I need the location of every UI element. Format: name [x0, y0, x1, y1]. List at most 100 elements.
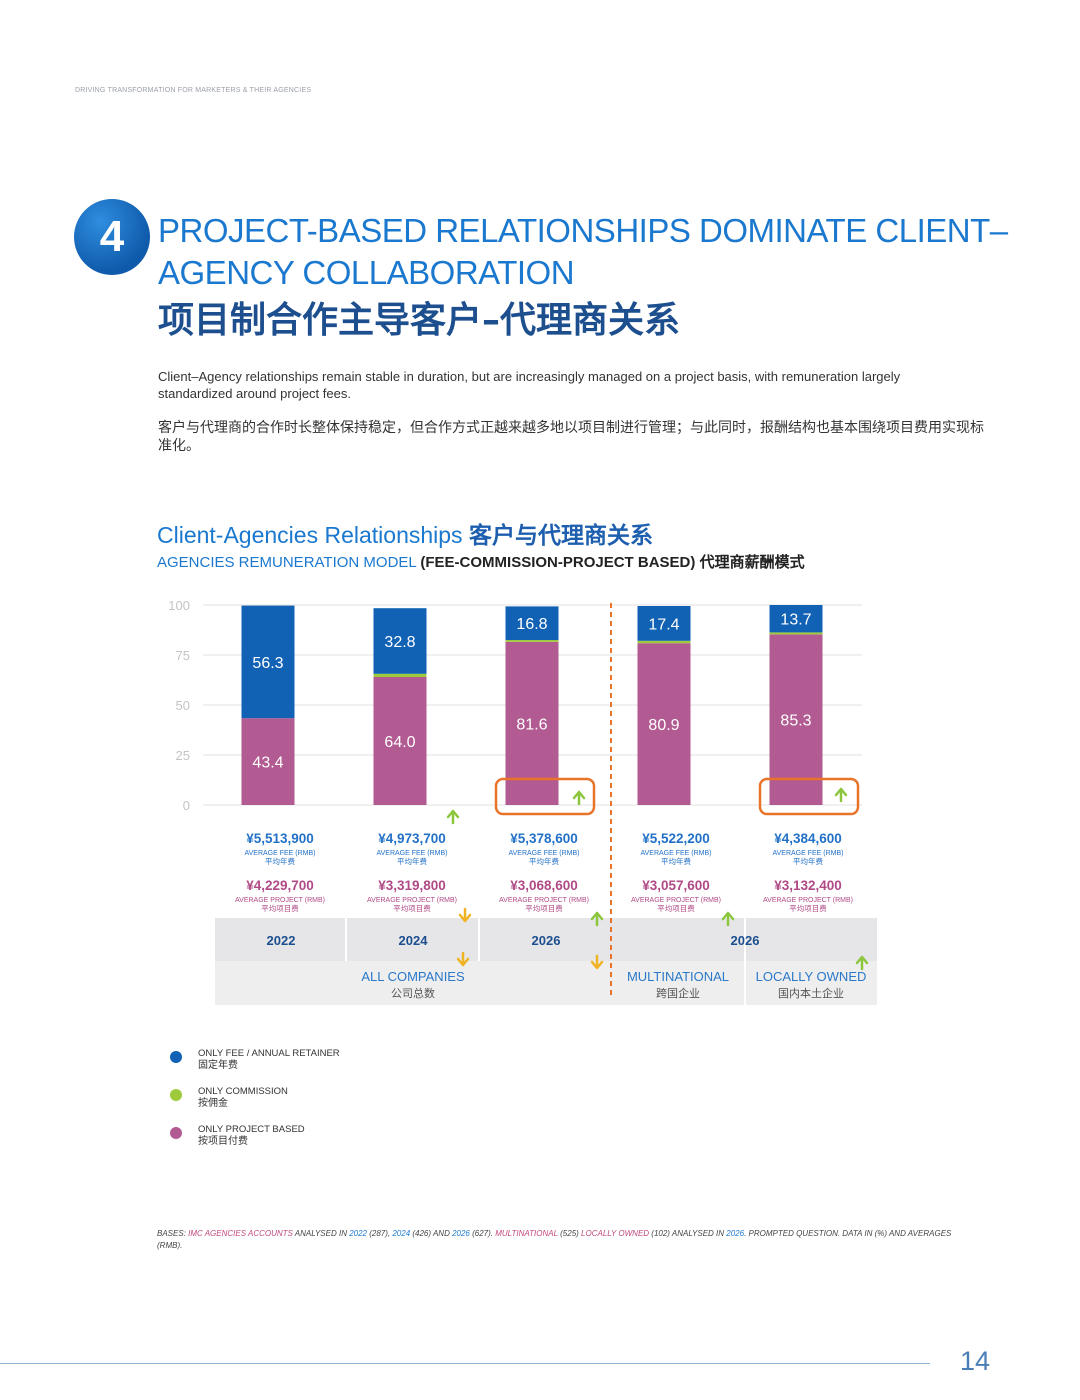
- bar-commission: [769, 632, 823, 635]
- bar-fee: [505, 606, 559, 640]
- bar-commission: [373, 673, 427, 677]
- average-fee-label: AVERAGE FEE (RMB): [772, 850, 843, 857]
- average-project-label: AVERAGE PROJECT (RMB): [631, 897, 721, 904]
- bar-fee: [373, 608, 427, 674]
- chart-subtitle: AGENCIES REMUNERATION MODEL (FEE-COMMISS…: [157, 551, 805, 572]
- y-tick-label: 75: [176, 648, 190, 663]
- average-fee-label-cn: 平均年费: [661, 856, 691, 866]
- average-fee-value: ¥5,522,200: [642, 831, 710, 846]
- average-fee-value: ¥4,973,700: [378, 831, 446, 846]
- average-project-value: ¥3,057,600: [642, 878, 710, 893]
- group-label-cn: 国内本土企业: [778, 986, 844, 1000]
- average-fee-value: ¥5,378,600: [510, 831, 578, 846]
- legend-dot-commission: [170, 1089, 182, 1101]
- bar-value-label: 16.8: [516, 616, 547, 633]
- y-tick-label: 100: [168, 598, 190, 613]
- year-label: 2026: [532, 933, 561, 948]
- average-project-label: AVERAGE PROJECT (RMB): [499, 897, 589, 904]
- bar-value-label: 80.9: [648, 717, 679, 734]
- footer-line: [0, 1363, 930, 1364]
- y-tick-label: 0: [183, 798, 190, 813]
- trend-up-arrow-icon: [590, 911, 604, 927]
- y-tick-label: 25: [176, 748, 190, 763]
- legend-label-fee: ONLY FEE / ANNUAL RETAINER 固定年费: [198, 1048, 340, 1071]
- running-header: DRIVING TRANSFORMATION FOR MARKETERS & T…: [75, 87, 312, 94]
- average-project-value: ¥3,068,600: [510, 878, 578, 893]
- page-number: 14: [960, 1346, 991, 1376]
- average-project-label-cn: 平均项目费: [393, 903, 431, 913]
- description-en: Client–Agency relationships remain stabl…: [158, 369, 901, 401]
- bar-value-label: 56.3: [252, 655, 283, 672]
- average-fee-label-cn: 平均年费: [793, 856, 823, 866]
- average-project-value: ¥4,229,700: [246, 878, 314, 893]
- bar-fee: [769, 605, 823, 633]
- chart-subtitle-model: AGENCIES REMUNERATION MODEL: [157, 554, 417, 571]
- bar-project: [769, 634, 823, 805]
- bar-value-label: 13.7: [780, 612, 811, 629]
- average-fee-value: ¥5,513,900: [246, 831, 314, 846]
- highlight-box: [758, 777, 860, 816]
- highlight-box: [494, 777, 596, 816]
- average-project-label-cn: 平均项目费: [789, 903, 827, 913]
- bar-project: [241, 718, 295, 805]
- trend-up-arrow-icon: [855, 955, 869, 971]
- group-label: MULTINATIONAL: [627, 969, 729, 984]
- average-project-value: ¥3,132,400: [774, 878, 842, 893]
- average-fee-label: AVERAGE FEE (RMB): [640, 850, 711, 857]
- chart-title-cn: 客户与代理商关系: [468, 523, 653, 549]
- bar-fee: [241, 605, 295, 719]
- average-fee-label: AVERAGE FEE (RMB): [508, 850, 579, 857]
- legend-label-commission: ONLY COMMISSION 按佣金: [198, 1086, 288, 1109]
- group-label-cn: 跨国企业: [656, 986, 700, 1000]
- average-project-value: ¥3,319,800: [378, 878, 446, 893]
- average-project-label-cn: 平均项目费: [657, 903, 695, 913]
- average-fee-label-cn: 平均年费: [397, 856, 427, 866]
- group-label: LOCALLY OWNED: [756, 969, 867, 984]
- chart-title: Client-Agencies Relationships 客户与代理商关系: [157, 516, 653, 550]
- trend-up-arrow-icon: [572, 790, 586, 806]
- group-label-cn: 公司总数: [391, 986, 435, 1000]
- year-label: 2022: [267, 933, 296, 948]
- year-row-bg: [215, 918, 877, 961]
- average-project-label: AVERAGE PROJECT (RMB): [763, 897, 853, 904]
- trend-up-arrow-icon: [446, 809, 460, 825]
- description-cn: 客户与代理商的合作时长整体保持稳定，但合作方式正越来越多地以项目制进行管理；与此…: [158, 420, 984, 454]
- bar-fee: [637, 606, 691, 641]
- section-title-en: PROJECT-BASED RELATIONSHIPS DOMINATE CLI…: [158, 212, 1008, 291]
- bar-commission: [505, 640, 559, 642]
- legend-label-project: ONLY PROJECT BASED 按项目付费: [198, 1124, 305, 1147]
- bar-value-label: 17.4: [648, 616, 679, 633]
- chart-subtitle-types: (FEE-COMMISSION-PROJECT BASED): [420, 554, 696, 571]
- legend-dot-fee: [170, 1051, 182, 1063]
- year-label: 2024: [399, 933, 429, 948]
- average-fee-label-cn: 平均年费: [265, 856, 295, 866]
- average-fee-value: ¥4,384,600: [774, 831, 842, 846]
- bar-commission: [637, 640, 691, 644]
- average-project-label: AVERAGE PROJECT (RMB): [235, 897, 325, 904]
- trend-down-arrow-icon: [590, 954, 604, 970]
- bar-project: [637, 643, 691, 805]
- bar-value-label: 85.3: [780, 713, 811, 730]
- average-project-label-cn: 平均项目费: [525, 903, 563, 913]
- trend-up-arrow-icon: [721, 911, 735, 927]
- average-fee-label: AVERAGE FEE (RMB): [244, 850, 315, 857]
- remuneration-chart: 0 25 50 75 100 43.4 56.3 64.0 32.8 81.6 16.8 80.9 17…: [168, 598, 877, 1005]
- trend-up-arrow-icon: [834, 787, 848, 803]
- average-project-label-cn: 平均项目费: [261, 903, 299, 913]
- bar-value-label: 43.4: [252, 755, 283, 772]
- trend-down-arrow-icon: [458, 907, 472, 923]
- bar-value-label: 81.6: [516, 716, 547, 733]
- bar-project: [373, 677, 427, 805]
- average-fee-label: AVERAGE FEE (RMB): [376, 850, 447, 857]
- chart-title-en: Client-Agencies Relationships: [157, 522, 463, 548]
- section-title-cn: 项目制合作主导客户–代理商关系: [158, 300, 681, 341]
- average-fee-label-cn: 平均年费: [529, 856, 559, 866]
- legend-dot-project: [170, 1127, 182, 1139]
- bar-value-label: 64.0: [384, 734, 415, 751]
- average-project-label: AVERAGE PROJECT (RMB): [367, 897, 457, 904]
- section-number-badge: 4: [74, 199, 150, 275]
- chart-subtitle-cn: 代理商薪酬模式: [699, 553, 805, 571]
- group-label: ALL COMPANIES: [361, 969, 465, 984]
- bar-value-label: 32.8: [384, 634, 415, 651]
- trend-down-arrow-icon: [456, 951, 470, 967]
